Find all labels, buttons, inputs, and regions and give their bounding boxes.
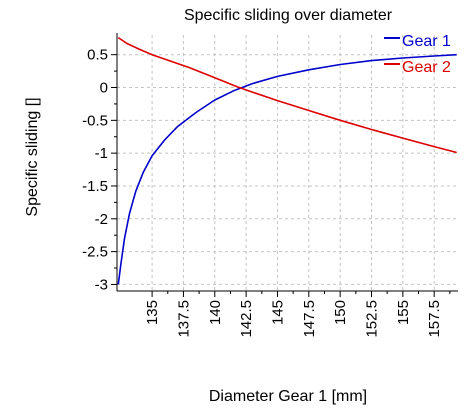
y-tick-label: 0 bbox=[100, 80, 108, 97]
axes-layer: 0.5 0 -0.5 -1 -1.5 -2 -2.5 -3 135 137.5 140 142.5 14… bbox=[82, 33, 458, 338]
x-tick-label: 142.5 bbox=[238, 300, 255, 338]
x-tick-label: 135 bbox=[144, 300, 161, 325]
grid-layer bbox=[117, 35, 458, 291]
y-axis-label: Specific sliding [] bbox=[24, 97, 41, 216]
series-layer bbox=[117, 36, 457, 285]
x-tick-label: 157.5 bbox=[426, 300, 443, 338]
legend-label-2: Gear 2 bbox=[402, 59, 451, 76]
y-tick-label: -1 bbox=[95, 145, 108, 162]
y-tick-label: -2 bbox=[95, 211, 108, 228]
y-tick-label: -3 bbox=[95, 276, 108, 293]
x-tick-label: 155 bbox=[395, 300, 412, 325]
y-tick-label: -1.5 bbox=[82, 178, 108, 195]
x-tick-label: 145 bbox=[269, 300, 286, 325]
y-tick-label: -0.5 bbox=[82, 112, 108, 129]
y-tick-label: 0.5 bbox=[87, 47, 108, 64]
x-tick-label: 140 bbox=[207, 300, 224, 325]
series-line-1 bbox=[117, 53, 457, 285]
x-tick-label: 137.5 bbox=[175, 300, 192, 338]
x-tick-label: 150 bbox=[332, 300, 349, 325]
legend-label-1: Gear 1 bbox=[402, 33, 451, 50]
legend: Gear 1 Gear 2 bbox=[384, 33, 451, 76]
x-tick-label: 147.5 bbox=[301, 300, 318, 338]
y-tick-label: -2.5 bbox=[82, 244, 108, 261]
chart-title: Specific sliding over diameter bbox=[184, 7, 393, 24]
series-line-2 bbox=[117, 36, 457, 154]
x-axis-label: Diameter Gear 1 [mm] bbox=[209, 388, 367, 405]
x-tick-label: 152.5 bbox=[363, 300, 380, 338]
